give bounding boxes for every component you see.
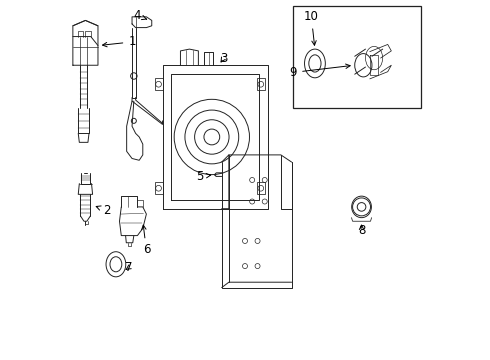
- Text: 9: 9: [290, 64, 350, 79]
- Bar: [294, 6, 421, 108]
- Text: 7: 7: [124, 261, 132, 274]
- Text: 10: 10: [304, 10, 319, 45]
- Text: 4: 4: [134, 9, 147, 22]
- Bar: [257, 182, 265, 194]
- Text: 2: 2: [96, 204, 111, 217]
- Bar: [257, 78, 265, 90]
- Text: 1: 1: [102, 35, 136, 49]
- Bar: [155, 78, 163, 90]
- Text: 8: 8: [358, 224, 365, 237]
- Text: 5: 5: [196, 170, 211, 183]
- Text: 3: 3: [220, 51, 227, 64]
- Bar: [155, 182, 163, 194]
- Text: 6: 6: [142, 225, 150, 256]
